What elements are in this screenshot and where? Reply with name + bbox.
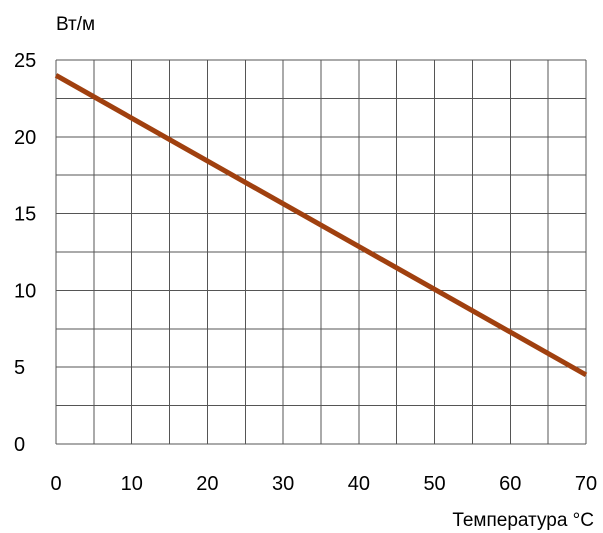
x-tick-labels: 0 10 20 30 40 50 60 70 — [50, 473, 597, 495]
chart-series — [54, 73, 588, 378]
series-line — [54, 73, 588, 378]
x-tick-label: 40 — [348, 473, 370, 495]
x-tick-label: 10 — [121, 473, 143, 495]
y-tick-label: 5 — [14, 357, 25, 379]
chart-grid — [55, 59, 587, 445]
y-tick-labels: 0 5 10 15 20 25 — [14, 50, 36, 456]
x-tick-label: 50 — [423, 473, 445, 495]
y-tick-label: 0 — [14, 434, 25, 456]
x-tick-label: 70 — [575, 473, 597, 495]
y-tick-label: 25 — [14, 50, 36, 72]
y-tick-label: 10 — [14, 280, 36, 302]
y-tick-label: 15 — [14, 204, 36, 226]
x-tick-label: 20 — [196, 473, 218, 495]
y-tick-label: 20 — [14, 127, 36, 149]
x-tick-label: 30 — [272, 473, 294, 495]
x-axis-label: Температура °C — [452, 510, 594, 531]
x-tick-label: 0 — [50, 473, 61, 495]
x-tick-label: 60 — [499, 473, 521, 495]
y-axis-label: Вт/м — [56, 14, 95, 35]
